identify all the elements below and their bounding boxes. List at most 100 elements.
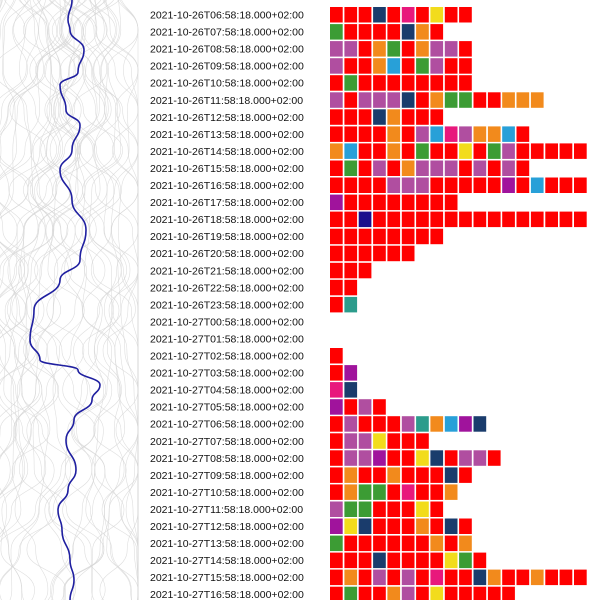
event-cell xyxy=(416,433,429,449)
event-cell xyxy=(330,24,343,40)
row-time-label: 2021-10-26T11:58:18.000+02:00 xyxy=(150,95,303,107)
event-cell xyxy=(344,296,358,313)
event-cell xyxy=(559,569,573,586)
event-cell xyxy=(401,467,415,483)
event-cell xyxy=(574,143,587,159)
event-cell xyxy=(444,143,458,159)
event-cell xyxy=(387,228,401,245)
event-cell xyxy=(459,160,472,176)
row-time-label: 2021-10-27T16:58:18.000+02:00 xyxy=(150,589,304,600)
event-cell xyxy=(344,41,358,57)
event-cell xyxy=(401,194,415,211)
event-cell xyxy=(473,126,487,142)
event-cell xyxy=(330,518,343,534)
event-cell xyxy=(358,535,372,552)
event-cell xyxy=(344,467,358,483)
event-cell xyxy=(387,586,401,600)
row-time-label: 2021-10-27T15:58:18.000+02:00 xyxy=(150,572,304,584)
event-cell xyxy=(430,484,444,500)
row-time-label: 2021-10-26T16:58:18.000+02:00 xyxy=(150,180,304,192)
event-cell xyxy=(344,279,358,296)
event-cell xyxy=(358,75,372,91)
event-cell xyxy=(430,24,444,40)
event-cell xyxy=(444,92,458,108)
event-cell xyxy=(416,467,429,483)
event-cell xyxy=(459,586,472,600)
event-cell xyxy=(430,416,444,432)
event-cell xyxy=(516,177,530,193)
event-cell xyxy=(358,7,372,23)
event-cell xyxy=(444,569,458,586)
event-cell xyxy=(459,41,472,57)
event-cell xyxy=(530,569,544,586)
event-cell xyxy=(330,433,343,449)
event-cell xyxy=(416,160,429,176)
event-cell xyxy=(358,24,372,40)
background-trace xyxy=(48,0,139,600)
row-time-label: 2021-10-26T13:58:18.000+02:00 xyxy=(150,129,304,141)
event-cell xyxy=(330,348,343,364)
row-time-label: 2021-10-26T08:58:18.000+02:00 xyxy=(150,44,304,56)
event-cell xyxy=(430,58,444,74)
event-cell xyxy=(344,228,358,245)
event-cell xyxy=(487,450,501,466)
event-cell xyxy=(330,245,343,262)
event-cell xyxy=(344,109,358,125)
event-cell xyxy=(430,450,444,466)
background-trace xyxy=(0,0,77,535)
event-cell xyxy=(401,245,415,262)
row-time-label: 2021-10-26T21:58:18.000+02:00 xyxy=(150,265,304,277)
row-time-label: 2021-10-27T03:58:18.000+02:00 xyxy=(150,368,304,380)
background-trace xyxy=(105,0,139,600)
event-cell xyxy=(344,416,358,432)
event-cell xyxy=(559,211,573,228)
event-cell xyxy=(401,177,415,193)
event-cell xyxy=(401,143,415,159)
background-trace xyxy=(0,0,51,538)
event-cell xyxy=(387,41,401,57)
row-time-label: 2021-10-27T13:58:18.000+02:00 xyxy=(150,538,304,550)
event-cell xyxy=(344,552,358,569)
event-cell xyxy=(387,24,401,40)
event-cell xyxy=(330,586,343,600)
event-cell xyxy=(330,365,343,381)
event-cell xyxy=(330,569,343,586)
event-cell xyxy=(416,535,429,552)
event-cell xyxy=(416,24,429,40)
event-cell xyxy=(516,92,530,108)
event-cell xyxy=(401,211,415,228)
background-trace xyxy=(0,0,52,458)
event-cell xyxy=(330,416,343,432)
event-cell xyxy=(459,58,472,74)
event-cell xyxy=(459,211,472,228)
event-cell xyxy=(358,211,372,228)
event-cell xyxy=(358,228,372,245)
event-cell xyxy=(330,382,343,398)
event-cell xyxy=(416,228,429,245)
event-cell xyxy=(416,75,429,91)
event-cell xyxy=(502,126,515,142)
event-cell xyxy=(387,126,401,142)
event-cell xyxy=(358,92,372,108)
event-cell xyxy=(344,245,358,262)
event-cell xyxy=(387,569,401,586)
event-cell xyxy=(444,75,458,91)
event-cell xyxy=(401,569,415,586)
event-cell xyxy=(473,569,487,586)
event-cell xyxy=(401,24,415,40)
event-cell xyxy=(373,58,386,74)
background-trace xyxy=(45,0,125,600)
event-cell xyxy=(430,177,444,193)
event-cell xyxy=(387,552,401,569)
event-cell xyxy=(459,467,472,483)
event-cell xyxy=(444,552,458,569)
row-time-label: 2021-10-26T18:58:18.000+02:00 xyxy=(150,214,304,226)
row-time-label: 2021-10-27T14:58:18.000+02:00 xyxy=(150,555,304,567)
background-trace xyxy=(63,0,139,600)
event-cell xyxy=(330,194,343,211)
event-cell xyxy=(330,450,343,466)
event-cell xyxy=(487,160,501,176)
event-cell xyxy=(473,586,487,600)
event-cell xyxy=(430,126,444,142)
event-cell xyxy=(387,501,401,517)
